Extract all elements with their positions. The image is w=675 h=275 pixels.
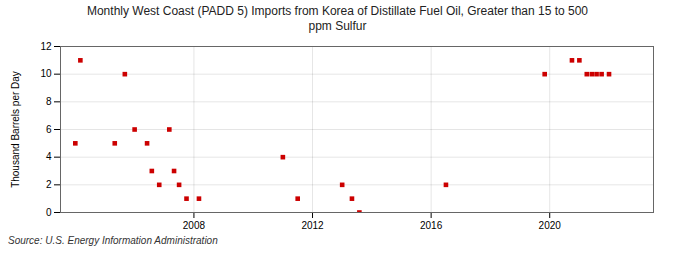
svg-text:12: 12 xyxy=(40,41,52,52)
svg-text:2012: 2012 xyxy=(301,220,324,231)
svg-text:2020: 2020 xyxy=(539,220,562,231)
svg-text:0: 0 xyxy=(46,207,52,218)
svg-text:Thousand Barrels per Day: Thousand Barrels per Day xyxy=(10,71,21,188)
html-text:Source: U.S. Energy Informatio: Source: U.S. Energy Information Administ… xyxy=(8,235,218,246)
svg-text:2008: 2008 xyxy=(183,220,206,231)
svg-text:6: 6 xyxy=(46,124,52,135)
svg-text:10: 10 xyxy=(40,68,52,79)
svg-text:2016: 2016 xyxy=(420,220,443,231)
html-text:Monthly West Coast (PADD 5) Im: Monthly West Coast (PADD 5) Imports from… xyxy=(87,4,588,33)
svg-text:4: 4 xyxy=(46,151,52,162)
svg-text:2: 2 xyxy=(46,179,52,190)
svg-text:8: 8 xyxy=(46,96,52,107)
